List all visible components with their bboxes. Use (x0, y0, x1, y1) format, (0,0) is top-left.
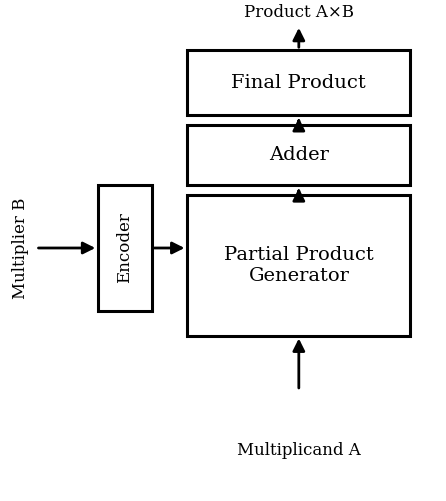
Text: Adder: Adder (269, 146, 329, 164)
FancyBboxPatch shape (187, 195, 410, 336)
FancyBboxPatch shape (187, 125, 410, 185)
Text: Encoder: Encoder (116, 212, 133, 284)
FancyBboxPatch shape (187, 50, 410, 115)
Text: Multiplier B: Multiplier B (12, 197, 29, 299)
Text: Multiplicand A: Multiplicand A (237, 442, 361, 459)
Text: Partial Product
Generator: Partial Product Generator (224, 246, 374, 285)
Text: Product A×B: Product A×B (244, 4, 354, 21)
Text: Final Product: Final Product (231, 74, 366, 92)
FancyBboxPatch shape (98, 185, 152, 311)
